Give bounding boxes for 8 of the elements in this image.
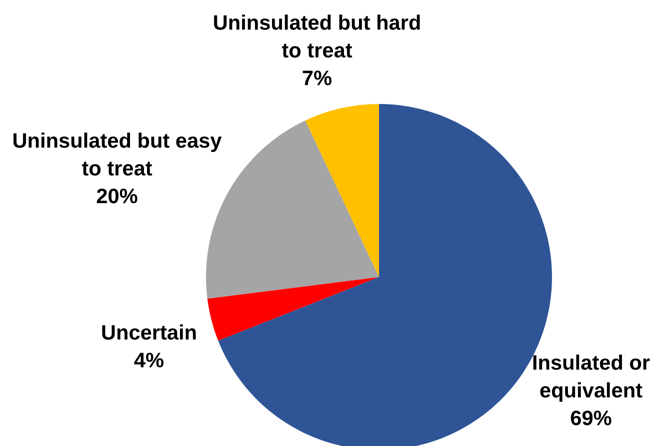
data-label: 20% [96,188,138,204]
slice-label: Uninsulated but hard to treat [214,14,420,58]
slice-label: Uninsulated but easy to treat [13,132,222,176]
data-label: 4% [134,352,164,368]
data-label: 7% [302,70,332,86]
slice-label: Uncertain [102,324,196,340]
slice-label: Insulated or equivalent [533,354,650,402]
data-label: 69% [570,410,612,426]
